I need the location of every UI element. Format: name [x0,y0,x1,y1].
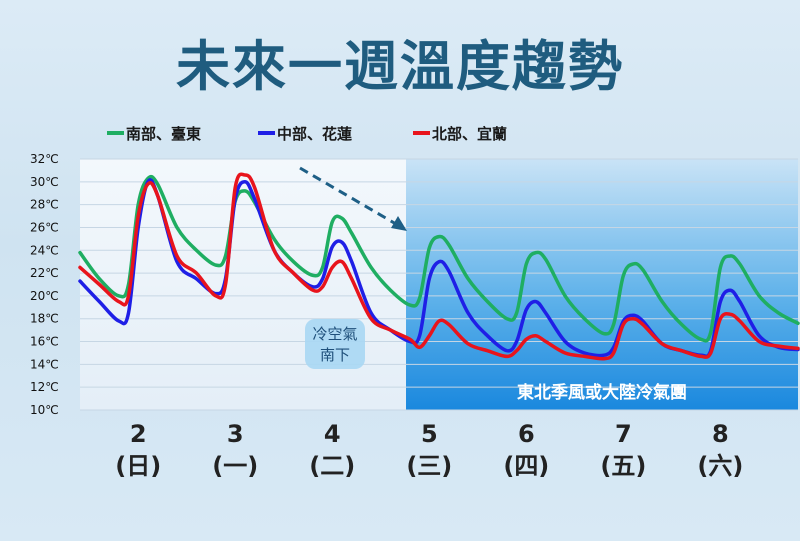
x-axis: 2 (日) 3 (一) 4 (二) 5 (三) 6 (四) 7 (五) 8 (六) [115,420,743,480]
x-tick-weekday: (二) [309,452,355,480]
x-tick-day: 4 [324,420,341,448]
legend-item-central: 中部、花蓮 [258,125,352,143]
note-bubble [305,319,365,369]
cold-air-region [406,159,798,410]
y-tick-label: 12℃ [30,380,59,394]
legend-label-south: 南部、臺東 [126,125,201,143]
legend: 南部、臺東 中部、花蓮 北部、宜蘭 [107,125,507,143]
y-tick-label: 16℃ [30,335,59,349]
x-tick-weekday: (五) [600,452,646,480]
x-tick-weekday: (四) [503,452,549,480]
monsoon-label: 東北季風或大陸冷氣團 [517,382,687,403]
y-tick-label: 28℃ [30,198,59,212]
series-lines [78,172,800,361]
legend-item-south: 南部、臺東 [107,125,201,143]
arrow-head-icon [391,216,407,231]
legend-label-north: 北部、宜蘭 [432,125,507,143]
x-tick-day: 3 [227,420,244,448]
y-tick-label: 10℃ [30,403,59,417]
y-tick-label: 20℃ [30,289,59,303]
y-tick-label: 22℃ [30,266,59,280]
x-tick-weekday: (三) [406,452,452,480]
page-title: 未來一週溫度趨勢 [176,35,624,98]
y-tick-label: 14℃ [30,357,59,371]
x-tick-day: 5 [421,420,438,448]
y-axis: 32℃ 30℃ 28℃ 26℃ 24℃ 22℃ 20℃ 18℃ 16℃ 14℃ 12℃ 10℃ [30,152,59,417]
cold-air-arrow [299,166,407,231]
legend-item-north: 北部、宜蘭 [413,125,507,143]
x-tick-day: 6 [518,420,535,448]
y-tick-label: 18℃ [30,312,59,326]
dashed-arrow-line [299,166,397,226]
y-tick-label: 32℃ [30,152,59,166]
note-line-1: 冷空氣 [312,325,357,343]
x-tick-day: 2 [130,420,147,448]
series-line-south [78,174,800,343]
x-tick-weekday: (一) [212,452,258,480]
y-tick-label: 26℃ [30,220,59,234]
x-tick-weekday: (日) [115,452,161,480]
y-tick-label: 24℃ [30,243,59,257]
x-tick-weekday: (六) [697,452,743,480]
y-tick-label: 30℃ [30,175,59,189]
series-line-north [78,172,800,361]
x-tick-day: 7 [615,420,632,448]
legend-label-central: 中部、花蓮 [277,125,352,143]
x-tick-day: 8 [712,420,729,448]
note-line-2: 南下 [320,346,350,364]
cold-air-note: 冷空氣 南下 [305,319,365,369]
